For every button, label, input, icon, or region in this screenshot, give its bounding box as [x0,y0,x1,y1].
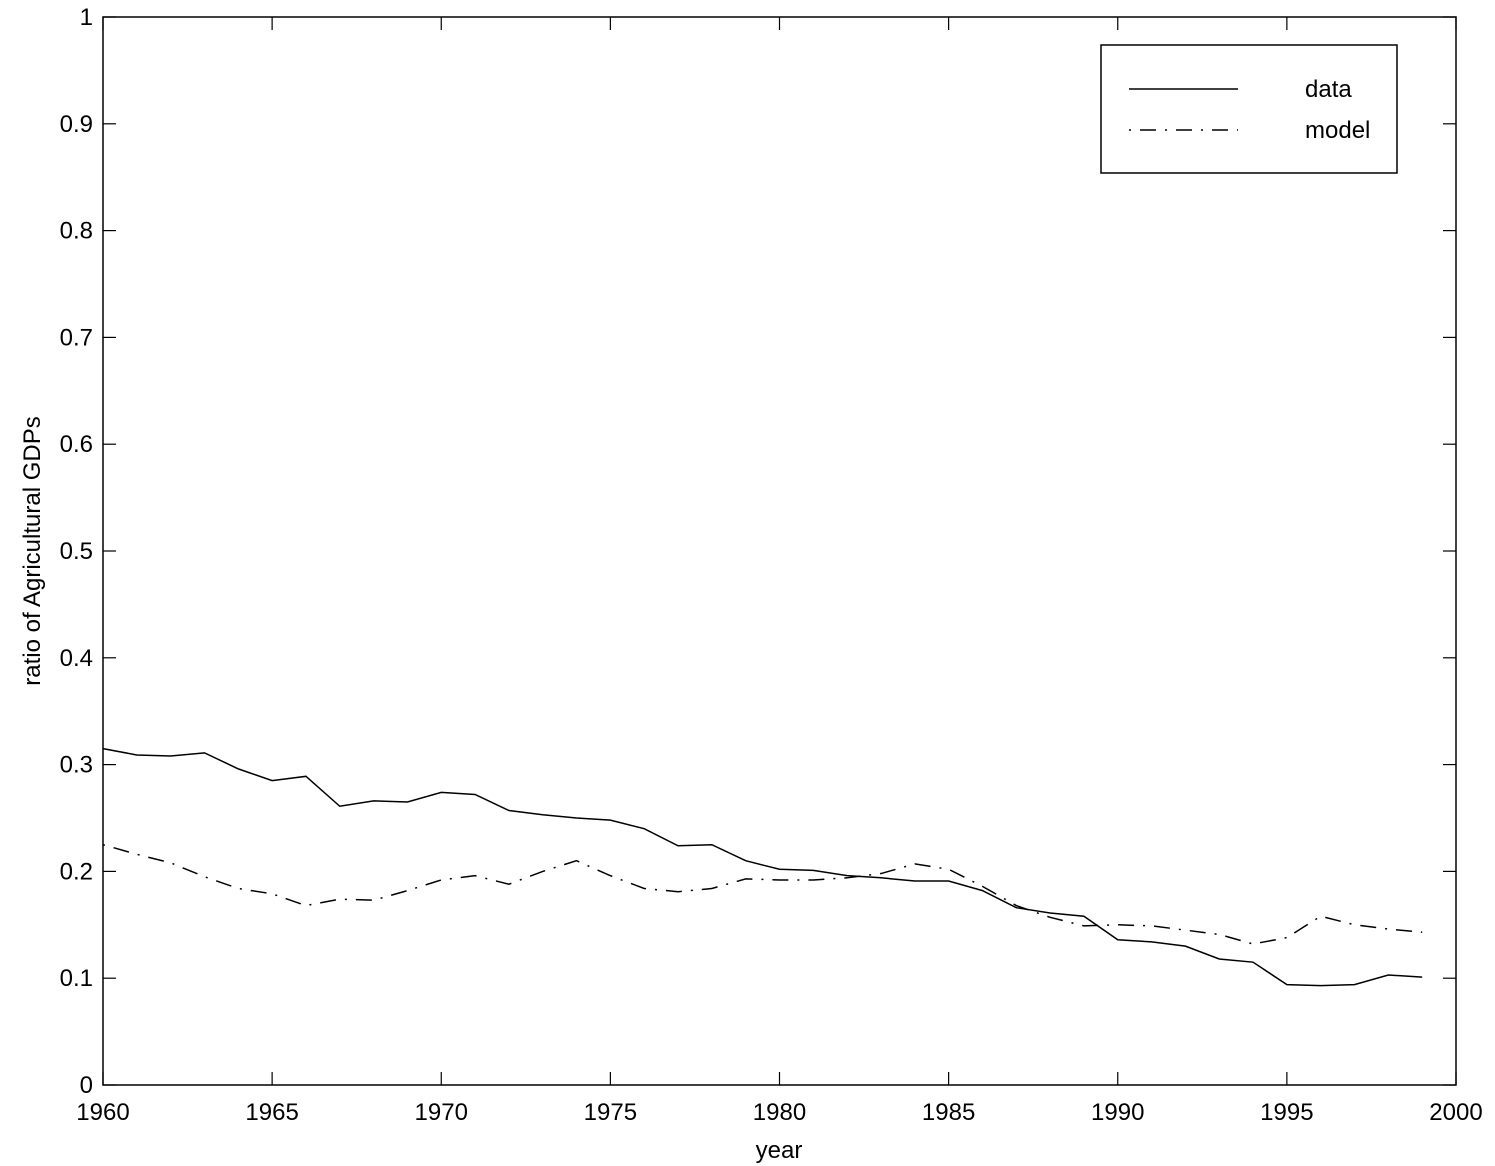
x-tick-label: 1995 [1260,1099,1313,1126]
x-tick-label: 1975 [584,1099,637,1126]
series-line [102,747,1423,987]
y-tick-label: 0.3 [60,752,93,779]
x-tick-label: 1985 [922,1099,975,1126]
plot-frame [102,16,1457,1086]
y-tick-label: 0.6 [60,431,93,458]
legend-label: model [1305,117,1370,144]
series-line [102,843,1423,945]
x-tick-label: 1980 [753,1099,806,1126]
legend-box [1100,44,1398,174]
y-axis-label: ratio of Agricultural GDPs [19,416,46,685]
y-tick-label: 0.2 [60,858,93,885]
legend-label: data [1305,76,1352,103]
y-tick-label: 1 [80,4,93,31]
y-tick-label: 0.9 [60,111,93,138]
x-tick-label: 2000 [1429,1099,1482,1126]
y-tick-label: 0.5 [60,538,93,565]
y-tick-label: 0.7 [60,324,93,351]
x-tick-label: 1990 [1091,1099,1144,1126]
x-tick-label: 1970 [415,1099,468,1126]
x-tick-label: 1965 [245,1099,298,1126]
x-axis-label: year [756,1137,803,1164]
y-tick-label: 0.4 [60,645,93,672]
y-tick-label: 0 [80,1072,93,1099]
x-tick-label: 1960 [76,1099,129,1126]
y-tick-label: 0.1 [60,965,93,992]
y-tick-label: 0.8 [60,218,93,245]
